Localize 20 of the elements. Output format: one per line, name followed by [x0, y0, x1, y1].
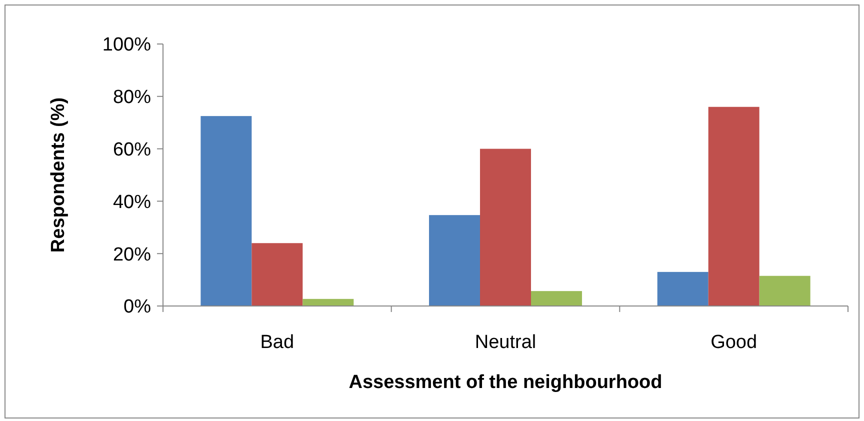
bar: [200, 116, 252, 306]
y-tick-label: 80%: [112, 87, 152, 108]
bar: [252, 243, 303, 306]
y-axis-title: Respondents (%): [48, 97, 69, 253]
x-axis-title: Assessment of the neighbourhood: [348, 372, 662, 393]
y-tick-label: 100%: [102, 34, 152, 56]
bar: [657, 272, 708, 306]
bar: [429, 215, 480, 306]
y-tick-label: 40%: [112, 192, 152, 213]
x-tick-label: Bad: [260, 332, 294, 353]
bar: [759, 276, 810, 306]
bar: [302, 298, 354, 306]
bar: [530, 291, 582, 306]
y-tick-label: 60%: [112, 139, 152, 160]
x-tick-label: Neutral: [474, 332, 536, 353]
bar: [480, 148, 531, 306]
y-tick-label: 0%: [124, 296, 152, 318]
y-tick-label: 20%: [112, 244, 152, 266]
bar: [708, 106, 760, 306]
x-tick-label: Good: [710, 332, 758, 353]
